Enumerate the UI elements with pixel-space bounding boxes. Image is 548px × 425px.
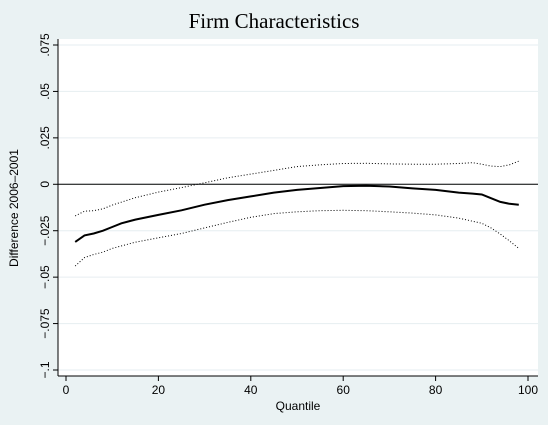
x-tick-label: 100 bbox=[518, 383, 538, 397]
y-tick-label: .075 bbox=[38, 33, 52, 57]
x-tick-label: 40 bbox=[244, 383, 258, 397]
y-tick-label: −.025 bbox=[38, 215, 52, 246]
x-tick-label: 0 bbox=[63, 383, 70, 397]
y-tick-label: .025 bbox=[38, 126, 52, 150]
x-axis-label: Quantile bbox=[276, 399, 321, 413]
y-tick-label: −.075 bbox=[38, 308, 52, 339]
x-tick-label: 80 bbox=[429, 383, 443, 397]
y-tick-label: −.1 bbox=[38, 361, 52, 378]
upper-bound-line bbox=[74, 160, 519, 217]
x-tick-label: 60 bbox=[337, 383, 351, 397]
estimate-line bbox=[74, 184, 519, 243]
y-axis-label: Difference 2006–2001 bbox=[7, 149, 21, 267]
series-layer bbox=[74, 160, 520, 267]
y-tick-label: −.05 bbox=[38, 265, 52, 289]
x-tick-label: 20 bbox=[152, 383, 166, 397]
chart-title: Firm Characteristics bbox=[189, 9, 360, 33]
grid bbox=[58, 44, 538, 371]
ticks: −.1 −.075 −.05 −.025 0 .025 .05 .075 0 20 40 60 80 10… bbox=[38, 33, 538, 397]
y-tick-label: .05 bbox=[38, 83, 52, 100]
y-tick-label: 0 bbox=[38, 181, 52, 188]
plot-area bbox=[58, 39, 538, 376]
